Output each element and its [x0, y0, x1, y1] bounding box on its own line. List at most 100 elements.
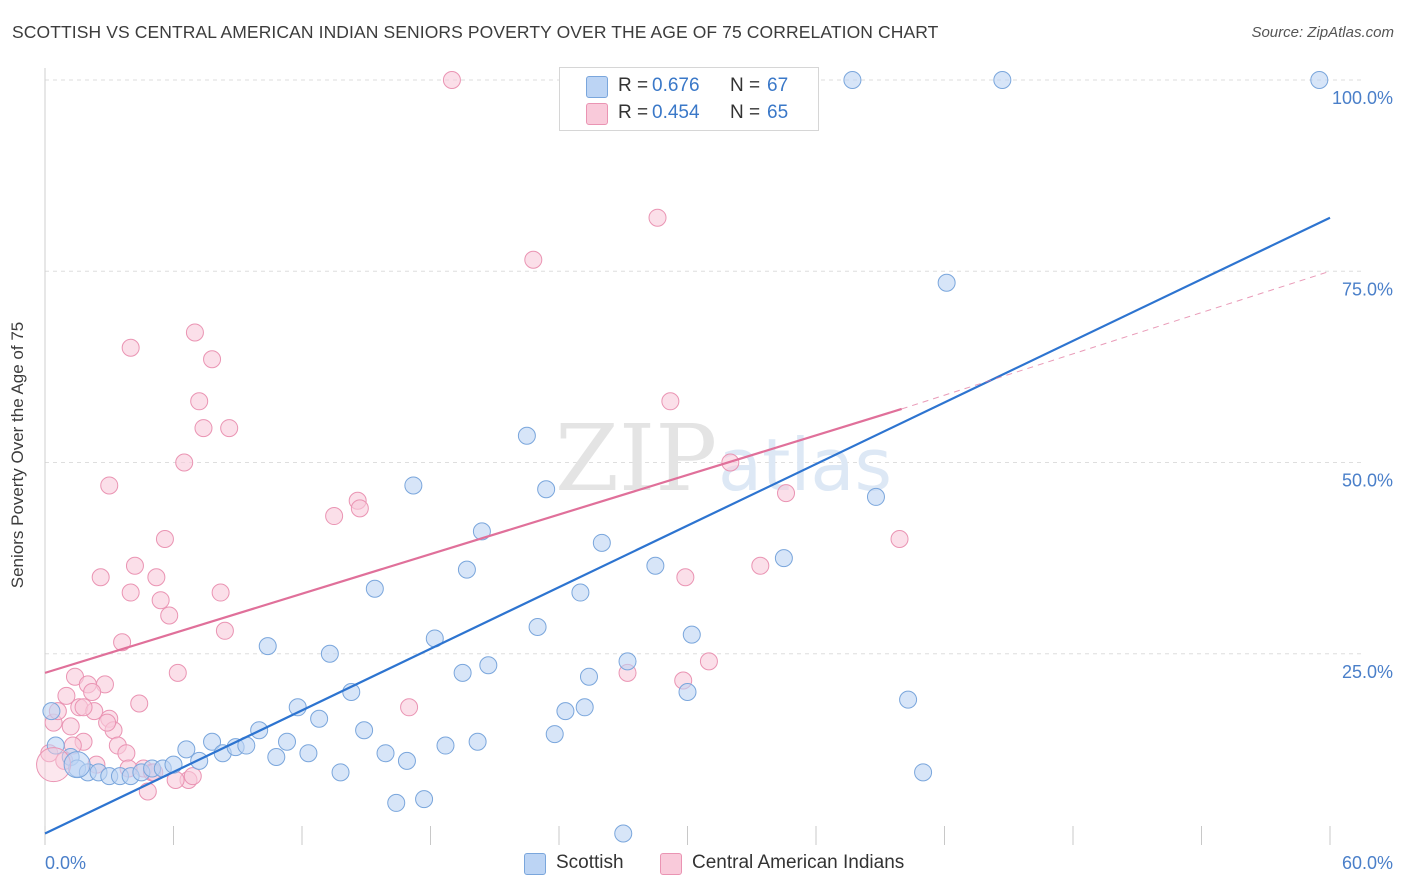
data-point — [185, 323, 204, 342]
data-point — [545, 725, 564, 744]
y-tick-label: 25.0% — [1342, 662, 1393, 682]
r-value: 0.454 — [652, 102, 700, 123]
data-point — [472, 522, 491, 541]
data-point — [678, 683, 697, 701]
watermark-layer: ZIP atlas — [555, 405, 892, 512]
data-point — [91, 568, 110, 587]
data-point — [937, 273, 956, 292]
central-american-indians-points — [40, 71, 909, 801]
data-point — [147, 568, 166, 587]
scottish-legend-label: Scottish — [556, 852, 624, 873]
data-point — [168, 663, 187, 682]
data-point — [436, 736, 455, 755]
data-point — [190, 392, 209, 411]
x-tick-label: 60.0% — [1342, 853, 1393, 873]
stats-legend: R = 0.676 N = 67 R = 0.454 N = 65 — [559, 67, 819, 131]
r-label: R = — [618, 102, 649, 123]
data-point — [528, 617, 547, 636]
y-tick-label: 75.0% — [1342, 279, 1393, 299]
data-point — [331, 763, 350, 782]
data-point — [777, 484, 796, 503]
data-point — [151, 591, 170, 610]
data-point — [914, 763, 933, 782]
data-point — [646, 556, 665, 575]
data-point — [751, 556, 770, 575]
central-american-indians-trend-extension — [901, 270, 1331, 410]
data-point — [843, 71, 862, 89]
data-point — [571, 583, 590, 602]
data-point — [556, 702, 575, 721]
data-point — [113, 633, 132, 652]
tick-label-layer: 25.0% 50.0% 75.0% 100.0% 0.0% 60.0% — [45, 88, 1393, 873]
r-value: 0.676 — [652, 75, 700, 96]
data-point — [130, 694, 149, 713]
data-point — [661, 392, 680, 411]
data-point — [175, 453, 194, 472]
data-point — [618, 652, 637, 671]
data-point — [676, 568, 695, 587]
data-point — [682, 625, 701, 644]
data-point — [774, 549, 793, 568]
data-point-cluster — [63, 751, 91, 779]
data-point — [121, 583, 140, 602]
data-point — [215, 621, 234, 640]
data-point — [579, 667, 598, 686]
central-american-indians-trend-line — [44, 407, 902, 674]
data-point — [177, 740, 196, 759]
data-point — [160, 606, 179, 625]
data-point — [325, 507, 344, 526]
data-point — [310, 709, 329, 728]
data-point — [211, 583, 230, 602]
trend-layer — [44, 216, 1331, 835]
data-point — [479, 656, 498, 675]
data-point — [258, 637, 277, 656]
data-point — [899, 690, 918, 709]
data-point — [400, 698, 419, 717]
data-point — [387, 793, 406, 812]
central-american-indians-legend-swatch — [660, 853, 682, 875]
central-american-indians-legend-label: Central American Indians — [692, 852, 905, 873]
data-point — [453, 663, 472, 682]
data-point — [203, 732, 222, 751]
data-point — [457, 560, 476, 579]
r-label: R = — [618, 75, 649, 96]
data-point — [46, 736, 65, 755]
watermark-zip: ZIP — [555, 405, 717, 512]
data-point — [442, 71, 461, 89]
grid-layer — [45, 79, 1365, 655]
data-point — [267, 748, 286, 767]
y-tick-label: 50.0% — [1342, 471, 1393, 491]
data-point — [890, 530, 909, 548]
data-point — [614, 824, 633, 843]
data-point — [155, 530, 174, 548]
data-point — [648, 208, 667, 227]
n-label: N = — [730, 75, 761, 96]
data-point — [278, 732, 297, 751]
data-point — [524, 250, 543, 269]
data-point — [350, 499, 369, 518]
x-tick-label: 0.0% — [45, 853, 86, 873]
data-point — [415, 790, 434, 809]
data-point — [537, 480, 556, 499]
data-point — [376, 744, 395, 763]
data-point — [220, 419, 239, 438]
data-point — [468, 732, 487, 751]
data-point — [61, 717, 80, 736]
data-point — [404, 476, 423, 495]
data-point — [699, 652, 718, 671]
n-label: N = — [730, 102, 761, 123]
data-point — [592, 533, 611, 552]
data-point — [117, 744, 136, 763]
data-point — [299, 744, 318, 763]
data-point — [355, 721, 374, 740]
data-point — [365, 579, 384, 598]
data-point — [138, 782, 157, 801]
data-point — [42, 702, 61, 721]
y-axis-label: Seniors Poverty Over the Age of 75 — [8, 321, 27, 589]
data-point — [164, 755, 183, 774]
scottish-trend-line — [44, 216, 1331, 835]
data-point — [57, 686, 76, 705]
n-value: 67 — [767, 75, 789, 96]
data-point — [575, 698, 594, 717]
